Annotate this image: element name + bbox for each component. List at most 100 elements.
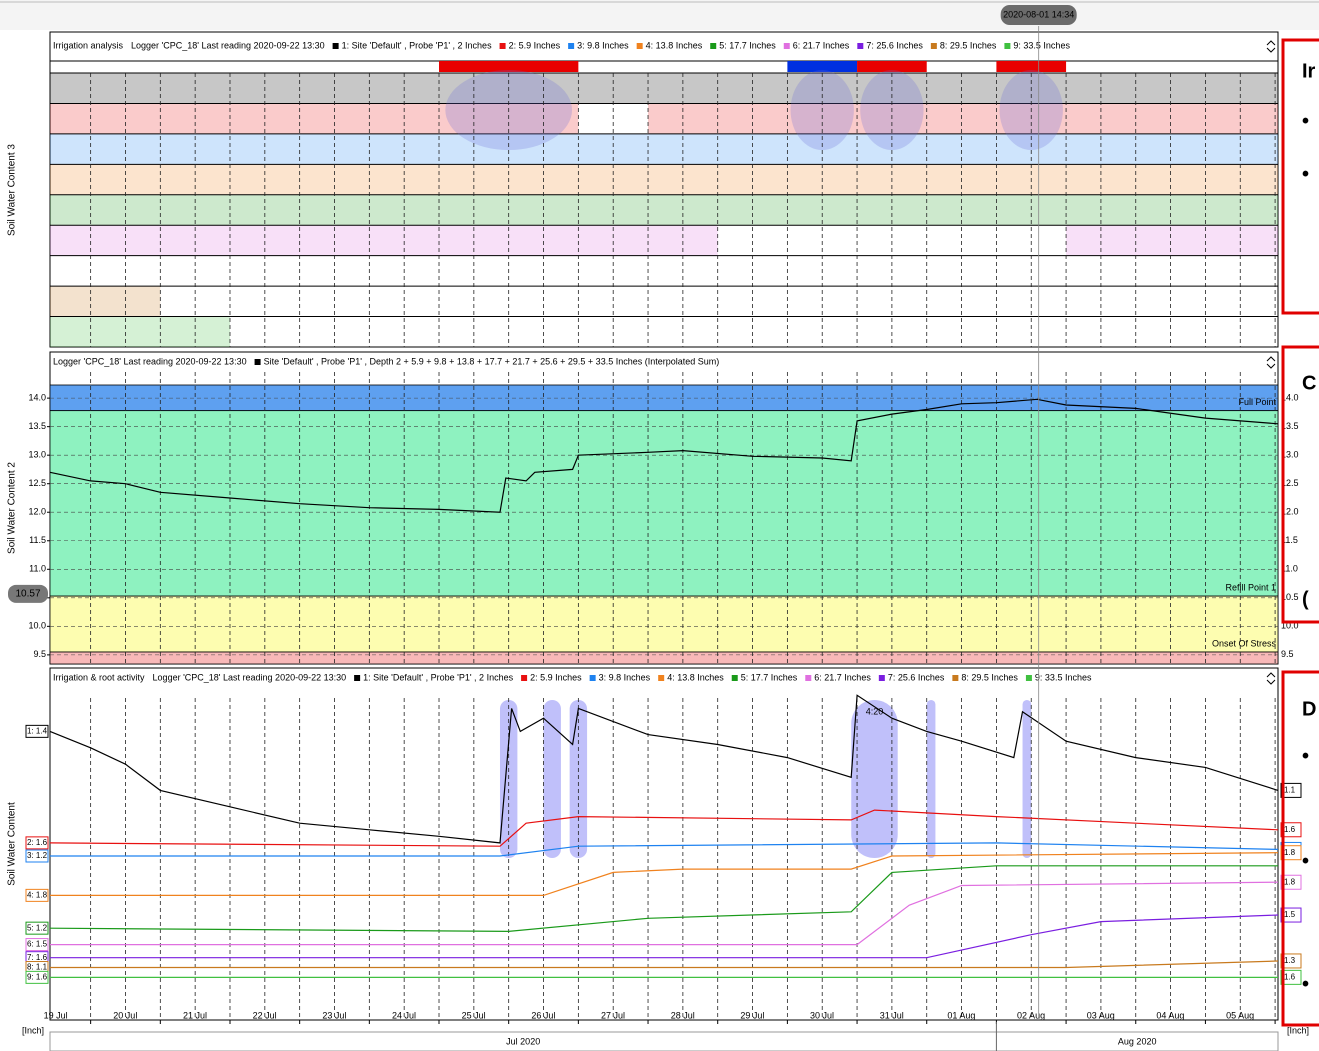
- legend-swatch: [952, 675, 959, 681]
- month-label: Jul 2020: [506, 1036, 540, 1046]
- end-label: 1.3: [1284, 956, 1296, 965]
- x-tick-label: 19 Jul: [44, 1010, 68, 1020]
- y-unit: [Inch]: [22, 1025, 44, 1035]
- series-line: [49, 809, 1279, 847]
- top-bar: [0, 0, 1319, 30]
- start-label: 8: 1.1: [27, 963, 48, 972]
- legend-swatch: [710, 43, 717, 49]
- sensor-segment: [50, 133, 1278, 165]
- legend-swatch: [1025, 675, 1032, 681]
- y-tick-label-right: 10.5: [1281, 592, 1299, 602]
- legend-text: 4: 13.8 Inches: [667, 672, 724, 682]
- legend-swatch: [783, 43, 790, 49]
- sensor-segment: [648, 103, 1278, 134]
- start-label: 3: 1.2: [27, 851, 48, 860]
- callout-text: Ir: [1302, 60, 1316, 82]
- start-label: 2: 1.6: [27, 838, 48, 847]
- band: [49, 651, 1279, 665]
- sensor-segment: [50, 73, 1278, 104]
- start-label: 9: 1.6: [27, 972, 48, 981]
- x-tick-label: 01 Aug: [947, 1010, 975, 1020]
- sensor-segment: [50, 316, 230, 347]
- cursor-badge: [1000, 5, 1077, 25]
- x-tick-label: 20 Jul: [113, 1010, 137, 1020]
- series-line: [50, 852, 1279, 896]
- x-tick-label: 29 Jul: [740, 1010, 764, 1020]
- legend-text: 7: 25.6 Inches: [888, 672, 945, 682]
- irrigation-event: [543, 700, 561, 858]
- irrigation-event: [851, 700, 898, 858]
- end-label-box: [1280, 845, 1302, 861]
- sensor-segment: [1066, 225, 1278, 256]
- end-label: 1.6: [1284, 825, 1296, 834]
- end-label-box: [1280, 822, 1302, 838]
- y-tick-label: 13.0: [28, 450, 46, 460]
- x-tick-label: 30 Jul: [810, 1010, 834, 1020]
- y-tick-label-right: 13.0: [1281, 450, 1299, 460]
- y-tick-label-right: 13.5: [1281, 421, 1299, 431]
- series-line: [50, 881, 1279, 946]
- end-label: 1.5: [1284, 910, 1296, 919]
- end-label: 1.8: [1284, 877, 1296, 886]
- series-line: [49, 865, 1278, 933]
- y-tick-label: 13.5: [28, 421, 46, 431]
- end-label: 1.1: [1284, 786, 1296, 795]
- month-label: Aug 2020: [1118, 1036, 1157, 1046]
- y-unit-right: [Inch]: [1287, 1025, 1309, 1035]
- x-tick-label: 04 Aug: [1156, 1010, 1184, 1020]
- x-tick-label: 28 Jul: [671, 1010, 695, 1020]
- y-tick-label: 9.5: [33, 649, 46, 659]
- end-label: 1.8: [1284, 848, 1296, 857]
- x-tick-label: 23 Jul: [322, 1010, 346, 1020]
- start-label-box: [25, 970, 49, 984]
- callout-text: D: [1302, 698, 1316, 720]
- sensor-segment: [50, 164, 1278, 195]
- callout-text: •: [1302, 973, 1309, 995]
- legend-swatch: [521, 675, 528, 681]
- y-tick-label-right: 10.0: [1281, 621, 1299, 631]
- y-tick-label-right: 12.5: [1281, 478, 1299, 488]
- value-badge-label: 10.57: [15, 588, 40, 599]
- end-label-box: [1280, 874, 1302, 890]
- legend-text: 6: 21.7 Inches: [793, 40, 850, 50]
- x-tick-label: 05 Aug: [1226, 1010, 1254, 1020]
- month-axis: [49, 1031, 1279, 1051]
- irrigation-event: [1022, 700, 1032, 858]
- legend-text: 5: 17.7 Inches: [741, 672, 798, 682]
- cursor-label: 2020-08-01 14:34: [1003, 9, 1074, 19]
- start-label-box: [25, 724, 49, 738]
- value-badge: [8, 584, 48, 603]
- callout-text: •: [1302, 163, 1309, 185]
- sensor-segment: [50, 225, 718, 256]
- start-label: 7: 1.6: [27, 953, 48, 962]
- legend-swatch: [658, 675, 665, 681]
- band-label: Refill Point 1: [1225, 582, 1276, 592]
- legend-text: 8: 29.5 Inches: [940, 40, 997, 50]
- start-label-box: [25, 888, 49, 902]
- start-label: 1: 1.4: [27, 726, 48, 735]
- start-label: 5: 1.2: [27, 923, 48, 932]
- scroll-down: [1266, 679, 1276, 685]
- sensor-segment: [50, 286, 161, 317]
- callout-box: [1281, 38, 1319, 315]
- scroll-up: [1266, 356, 1276, 362]
- end-label-box: [1280, 782, 1302, 798]
- series-line: [49, 398, 1279, 513]
- series-line: [50, 914, 1279, 959]
- y-tick-label-right: 12.0: [1281, 507, 1299, 517]
- irrigation-bar: [787, 61, 858, 72]
- legend-text: 4: 13.8 Inches: [646, 40, 703, 50]
- x-tick-label: 26 Jul: [531, 1010, 555, 1020]
- series-line: [50, 960, 1279, 969]
- legend-text: Irrigation & root activity: [53, 672, 145, 682]
- legend-swatch: [499, 43, 506, 49]
- legend-text: 3: 9.8 Inches: [577, 40, 629, 50]
- callout-box: [1281, 345, 1319, 624]
- sensor-segment: [50, 194, 1278, 226]
- band: [49, 595, 1279, 653]
- legend-text: 2: 5.9 Inches: [509, 40, 561, 50]
- sensor-segment: [50, 103, 579, 134]
- scroll-down: [1266, 363, 1276, 369]
- legend-text: 9: 33.5 Inches: [1035, 672, 1092, 682]
